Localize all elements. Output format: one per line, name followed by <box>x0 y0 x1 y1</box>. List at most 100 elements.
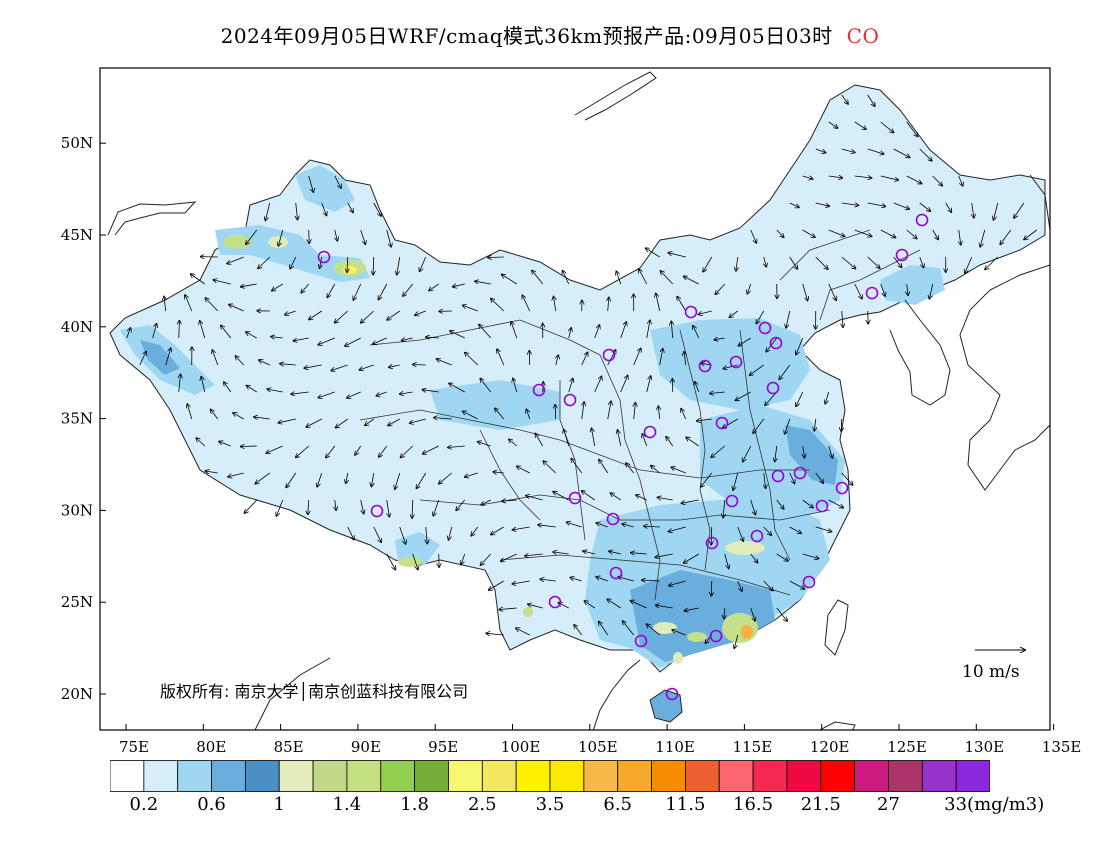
wind-arrow <box>763 580 773 591</box>
y-tick-label: 20N <box>61 685 93 703</box>
colorbar-swatch <box>854 760 889 792</box>
wind-arrow <box>502 500 517 501</box>
wind-arrow <box>828 176 843 178</box>
wind-arrow <box>828 229 845 236</box>
wind-arrow <box>880 121 894 133</box>
wind-arrow <box>785 418 791 434</box>
wind-arrow <box>308 175 314 192</box>
wind-arrow <box>361 310 375 323</box>
y-tick-label: 25N <box>61 593 93 611</box>
wind-arrow <box>563 271 570 285</box>
wind-arrow <box>669 580 686 586</box>
x-tick-label: 110E <box>655 738 695 756</box>
wind-arrow <box>373 526 382 542</box>
title-text: 2024年09月05日WRF/cmaq模式36km预报产品:09月05日03时 <box>220 24 833 48</box>
wind-arrow <box>815 472 824 483</box>
wind-arrow <box>450 331 465 339</box>
wind-arrow <box>254 417 270 419</box>
wind-arrow <box>526 496 543 501</box>
station-marker <box>750 529 764 543</box>
wind-arrow <box>893 256 902 267</box>
wind-arrow <box>695 382 700 393</box>
colorbar-labels: 0.2 0.6 1 1.4 1.8 2.5 3.5 6.5 11.5 16.5 21.5 27 33(m… <box>0 794 1100 820</box>
wind-arrow <box>309 310 322 320</box>
wind-arrow <box>734 634 739 648</box>
station-marker <box>709 629 723 643</box>
field-north-china <box>650 318 810 410</box>
y-tick-label: 50N <box>61 134 93 152</box>
colorbar-swatch <box>380 760 416 792</box>
wind-arrow <box>211 410 219 420</box>
wind-arrow <box>301 283 310 293</box>
wind-arrow <box>360 499 364 514</box>
wind-arrow <box>439 472 452 484</box>
wind-arrow <box>620 375 628 393</box>
station-marker <box>758 321 772 335</box>
sakhalin-coastline <box>1029 174 1050 231</box>
wind-arrow <box>582 491 595 501</box>
wind-arrow <box>738 337 751 346</box>
wind-arrow <box>265 202 271 221</box>
wind-arrow <box>958 175 963 186</box>
wind-arrow <box>291 392 309 394</box>
wind-arrow <box>266 445 283 453</box>
colorbar-swatch <box>110 760 145 792</box>
station-marker <box>725 494 739 508</box>
wind-arrow <box>630 601 647 609</box>
wind-arrow <box>517 466 530 474</box>
wind-arrow <box>681 499 699 503</box>
wind-arrow <box>841 148 855 153</box>
wind-arrow <box>750 553 758 563</box>
colorbar-label: 27 <box>877 794 900 815</box>
wind-arrow <box>491 526 504 535</box>
wind-arrow <box>386 553 396 570</box>
station-marker <box>802 575 816 589</box>
station-marker <box>606 512 620 526</box>
station-marker <box>317 250 331 264</box>
wind-arrow <box>825 391 830 404</box>
wind-arrow <box>802 229 815 237</box>
wind-arrow <box>449 526 453 540</box>
wind-arrow <box>185 295 193 312</box>
wind-arrow <box>582 402 584 420</box>
colorbar-swatch <box>515 760 551 792</box>
station-marker <box>634 634 648 648</box>
wind-arrow <box>233 413 244 420</box>
station-marker <box>602 348 616 362</box>
axis-ticks: 75E 80E 85E 90E 95E 100E 105E 110E 115E 120E 125E 1… <box>61 134 1082 756</box>
wind-arrow <box>543 461 557 474</box>
province-boundaries <box>359 229 921 601</box>
wind-arrow <box>453 284 465 287</box>
wind-arrow <box>278 418 296 423</box>
wind-arrow <box>321 202 327 216</box>
wind-arrow <box>205 471 218 473</box>
wind-arrow <box>907 283 908 295</box>
station-marker <box>705 536 719 550</box>
wind-arrow <box>489 580 504 590</box>
station-marker <box>815 499 829 513</box>
wind-arrow <box>789 526 801 533</box>
wind-arrow <box>353 283 362 300</box>
wind-arrow <box>681 409 687 420</box>
hotspot-guangdong <box>722 613 758 643</box>
wind-arrow <box>802 283 808 301</box>
wind-arrow <box>684 352 686 366</box>
wind-arrow <box>697 419 712 421</box>
hotspot-tibet <box>398 557 422 567</box>
wind-arrow <box>327 283 336 297</box>
hotspot-guangxi-2 <box>687 632 707 642</box>
wind-arrow <box>556 355 559 366</box>
wind-arrow <box>280 364 296 365</box>
china-concentration-field <box>109 84 1046 673</box>
wind-arrow <box>763 526 772 535</box>
wind-arrow <box>567 522 582 528</box>
map-frame <box>99 67 1051 731</box>
wind-arrow <box>276 499 284 516</box>
wind-arrow <box>331 364 348 371</box>
wind-arrow <box>658 406 659 420</box>
field-altay <box>295 165 355 212</box>
colorbar-swatch <box>921 760 957 792</box>
wind-arrow <box>815 202 830 206</box>
colorbar-label: 1.8 <box>400 794 429 815</box>
wind-arrow <box>646 624 660 636</box>
